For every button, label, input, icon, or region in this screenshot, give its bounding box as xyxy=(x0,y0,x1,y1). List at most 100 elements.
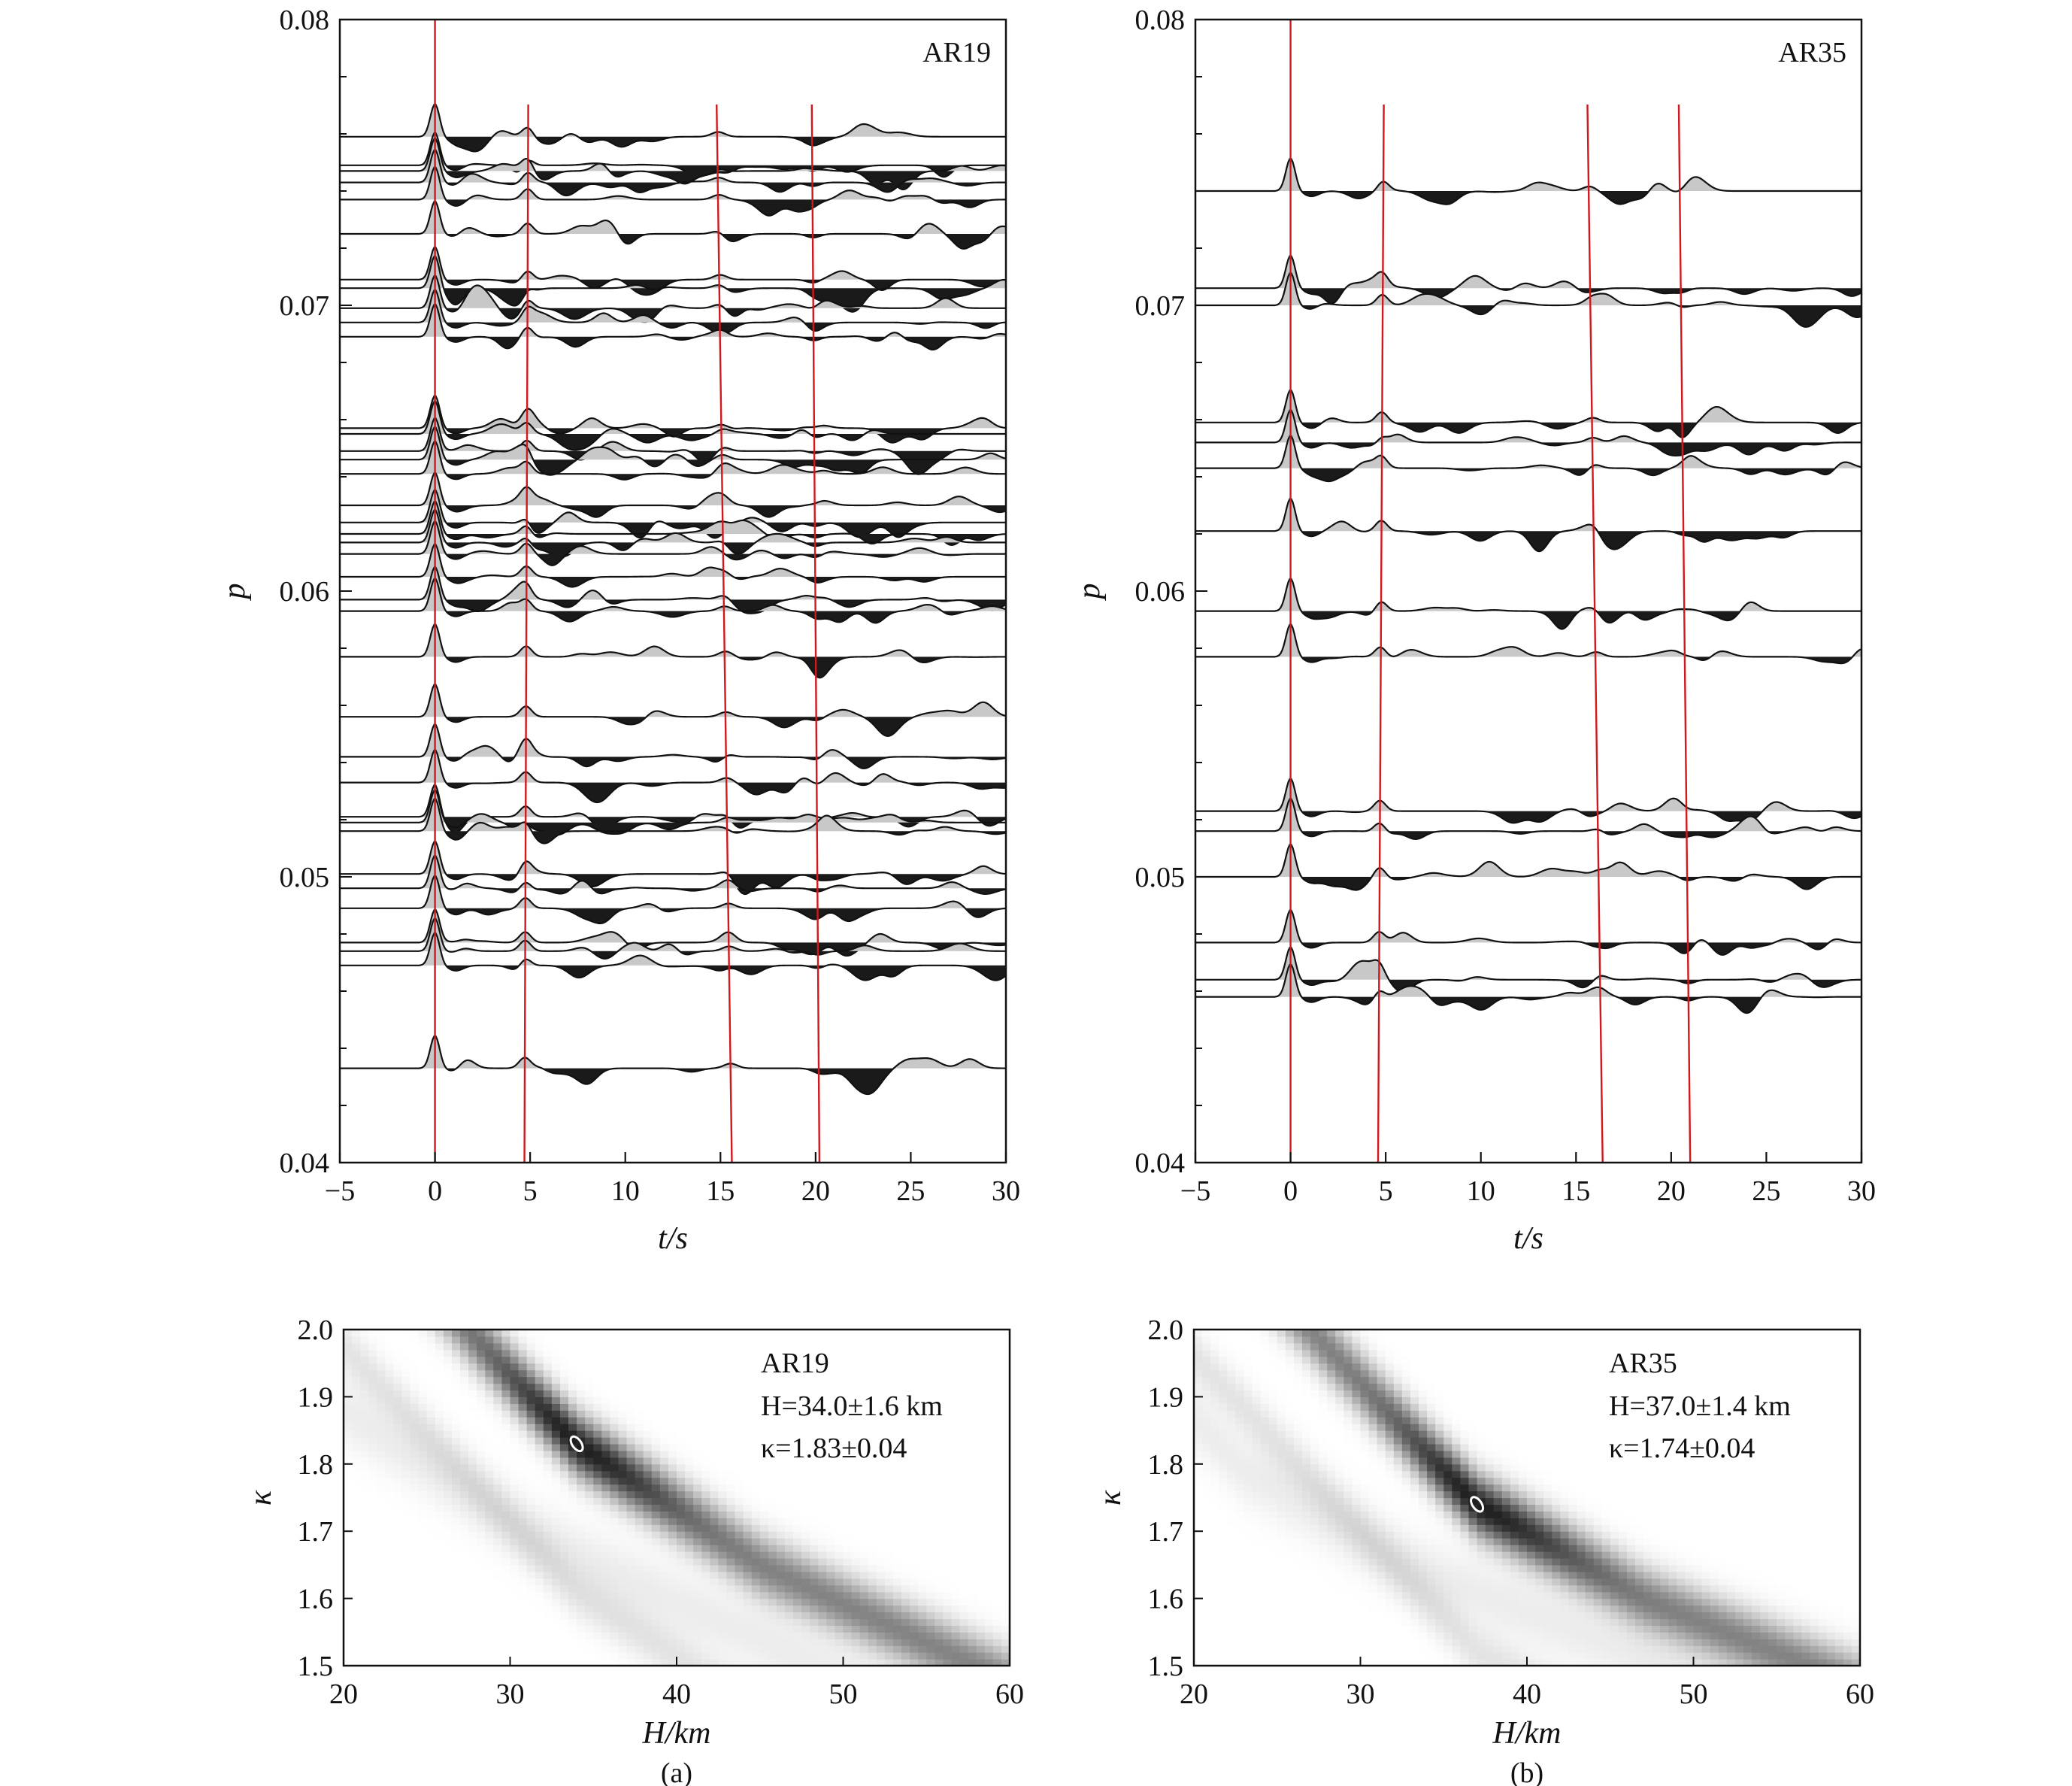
rf-trace-ar19-20 xyxy=(340,520,1005,566)
rf-trace-ar35-0 xyxy=(1195,158,1861,205)
rf-trace-ar19-9 xyxy=(340,289,1006,335)
hk-result-line-ar19-2: κ=1.83±0.04 xyxy=(761,1433,907,1464)
rf-trace-ar19-27 xyxy=(340,749,1006,804)
rf-xtick-label-ar19-4: 15 xyxy=(706,1175,735,1207)
hk-ytick-label-ar19-1: 1.6 xyxy=(298,1584,334,1615)
hk-ytick-label-ar35-1: 1.6 xyxy=(1148,1584,1184,1615)
rf-ytick-label-ar35-3: 0.07 xyxy=(1135,290,1186,322)
hk-xtick-label-ar35-1: 30 xyxy=(1346,1678,1375,1710)
rf-station-label-ar35: AR35 xyxy=(1778,37,1846,68)
hk-best-fit-marker-ar35 xyxy=(1470,1496,1485,1513)
rf-phase-line-ar35-3 xyxy=(1677,104,1692,1163)
rf-y-axis-label-ar19: p xyxy=(217,584,252,602)
hk-cells-ar19 xyxy=(344,1330,1010,1666)
rf-trace-ar19-0 xyxy=(340,103,1005,153)
rf-trace-ar19-37 xyxy=(340,1035,1005,1096)
rf-phase-line-ar19-3 xyxy=(810,104,821,1163)
rf-xtick-label-ar35-5: 20 xyxy=(1657,1175,1686,1207)
rf-ytick-label-ar19-1: 0.05 xyxy=(280,862,330,893)
hk-ytick-label-ar35-2: 1.7 xyxy=(1148,1516,1184,1548)
rf-trace-ar19-29 xyxy=(340,789,1005,836)
rf-trace-ar19-22 xyxy=(340,566,1006,614)
rf-trace-ar19-34 xyxy=(340,908,1006,957)
hk-result-line-ar35-2: κ=1.74±0.04 xyxy=(1609,1433,1755,1464)
rf-ytick-label-ar19-0: 0.04 xyxy=(280,1148,330,1179)
rf-xtick-label-ar35-6: 25 xyxy=(1752,1175,1780,1207)
rf-ytick-label-ar19-2: 0.06 xyxy=(280,576,330,608)
rf-trace-ar35-4 xyxy=(1195,409,1861,456)
hk-xtick-label-ar19-3: 50 xyxy=(829,1678,858,1710)
rf-trace-ar19-32 xyxy=(340,855,1006,895)
rf-trace-ar19-8 xyxy=(340,274,1005,323)
panel-label-b: (b) xyxy=(1510,1757,1543,1786)
rf-xtick-label-ar19-7: 30 xyxy=(992,1175,1020,1207)
hk-result-line-ar35-0: AR35 xyxy=(1609,1348,1677,1379)
rf-xtick-label-ar35-4: 15 xyxy=(1562,1175,1590,1207)
rf-trace-ar19-33 xyxy=(340,875,1006,925)
hk-ytick-label-ar19-0: 1.5 xyxy=(298,1651,334,1682)
hk-ytick-label-ar35-3: 1.8 xyxy=(1148,1449,1184,1481)
rf-xtick-label-ar19-6: 25 xyxy=(896,1175,925,1207)
rf-xtick-label-ar19-5: 20 xyxy=(801,1175,830,1207)
rf-xtick-label-ar35-1: 0 xyxy=(1283,1175,1298,1207)
rf-trace-ar19-19 xyxy=(340,509,1005,558)
hk-x-axis-label-ar35: H/km xyxy=(1492,1716,1562,1751)
rf-ytick-label-ar35-4: 0.08 xyxy=(1135,5,1186,36)
hk-result-line-ar35-1: H=37.0±1.4 km xyxy=(1609,1390,1791,1422)
rf-trace-ar35-6 xyxy=(1195,498,1861,553)
rf-xtick-label-ar19-0: −5 xyxy=(325,1175,355,1207)
rf-phase-line-ar19-2 xyxy=(716,104,733,1163)
rf-trace-ar19-17 xyxy=(340,489,1005,539)
hk-xtick-label-ar35-3: 50 xyxy=(1680,1678,1708,1710)
rf-trace-ar35-13 xyxy=(1195,946,1861,993)
hk-heatmap-ar19 xyxy=(344,1330,1010,1666)
hk-ytick-label-ar35-0: 1.5 xyxy=(1148,1651,1184,1682)
rf-section-ar35: −5 0 5 10 15 20 25 300.040.050.060.070.08 AR35 … xyxy=(1072,5,1876,1256)
hk-ytick-label-ar19-4: 1.9 xyxy=(298,1381,334,1413)
rf-trace-ar35-3 xyxy=(1195,389,1861,438)
hk-y-axis-label-ar19: κ xyxy=(244,1490,278,1506)
rf-trace-ar19-4 xyxy=(340,166,1005,217)
rf-trace-ar19-13 xyxy=(340,417,1005,475)
rf-trace-ar19-14 xyxy=(340,426,1006,476)
rf-trace-ar19-21 xyxy=(340,544,1005,588)
rf-xtick-label-ar19-1: 0 xyxy=(428,1175,442,1207)
rf-trace-ar19-30 xyxy=(340,798,1006,844)
rf-trace-ar19-26 xyxy=(340,723,1006,770)
rf-xtick-label-ar35-2: 5 xyxy=(1379,1175,1393,1207)
rf-phase-lines-ar19 xyxy=(434,20,821,1163)
rf-trace-ar19-23 xyxy=(340,578,1006,624)
rf-phase-line-ar19-1 xyxy=(523,104,529,1163)
hk-ytick-label-ar35-4: 1.9 xyxy=(1148,1381,1184,1413)
hk-axis-ticks-ar19: 20 30 40 50 60 1.5 1.6 1.7 1.8 1.9 2.0 xyxy=(298,1314,1025,1710)
rf-ytick-label-ar19-4: 0.08 xyxy=(280,5,330,36)
hk-xtick-label-ar19-4: 60 xyxy=(995,1678,1024,1710)
rf-trace-ar19-36 xyxy=(340,932,1006,981)
rf-trace-ar19-6 xyxy=(340,246,1006,296)
rf-xtick-label-ar35-0: −5 xyxy=(1180,1175,1210,1207)
rf-phase-line-ar35-2 xyxy=(1586,104,1604,1163)
hk-xtick-label-ar19-2: 40 xyxy=(662,1678,691,1710)
rf-trace-ar35-5 xyxy=(1195,435,1861,483)
rf-ytick-label-ar35-2: 0.06 xyxy=(1135,576,1186,608)
rf-x-axis-label-ar19: t/s xyxy=(658,1221,688,1256)
rf-trace-ar19-3 xyxy=(340,149,1005,197)
rf-traces-ar35 xyxy=(1195,158,1861,1014)
rf-xtick-label-ar35-7: 30 xyxy=(1847,1175,1876,1207)
rf-trace-ar35-14 xyxy=(1195,963,1861,1014)
rf-ytick-label-ar35-1: 0.05 xyxy=(1135,862,1186,893)
hk-cells-ar35 xyxy=(1194,1330,1860,1666)
hk-x-axis-label-ar19: H/km xyxy=(642,1716,711,1751)
rf-trace-ar19-1 xyxy=(340,132,1005,178)
rf-axis-ticks-ar35: −5 0 5 10 15 20 25 30 0.04 0.05 0.06 0.07 0.08 xyxy=(1135,5,1877,1207)
rf-trace-ar19-10 xyxy=(340,303,1006,351)
panel-label-a: (a) xyxy=(661,1757,692,1786)
rf-axis-ticks-ar19: −5 0 5 10 15 20 25 30 0.04 0.05 0.06 0.07 0.08 xyxy=(280,5,1021,1207)
hk-ytick-label-ar19-3: 1.8 xyxy=(298,1449,334,1481)
rf-trace-ar19-31 xyxy=(340,841,1006,896)
rf-trace-ar19-15 xyxy=(340,441,1005,481)
hk-axis-ticks-ar35: 20 30 40 50 60 1.5 1.6 1.7 1.8 1.9 2.0 xyxy=(1148,1314,1875,1710)
rf-traces-ar19 xyxy=(340,103,1006,1096)
rf-section-ar19: −5 0 5 10 15 20 25 300.040.050.060.070.08 AR19 … xyxy=(217,5,1020,1256)
